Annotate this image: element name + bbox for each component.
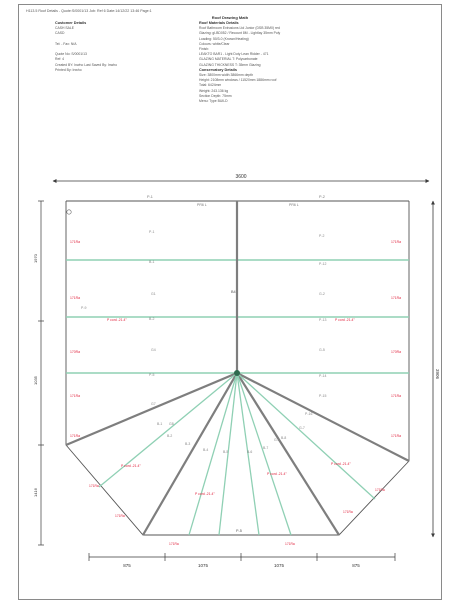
red-fan-note: P cord -21.4° bbox=[267, 472, 287, 476]
mid-label: G8 bbox=[169, 422, 174, 426]
ridge-label-right: P-2 bbox=[319, 195, 325, 199]
red-bottom-note: 171Ra bbox=[285, 542, 295, 546]
centre-label: B4 bbox=[231, 290, 236, 294]
red-fan-note: P cord -21.4° bbox=[331, 462, 351, 466]
fan-label: B-3 bbox=[185, 442, 190, 446]
red-note: 171Ra bbox=[70, 240, 80, 244]
bar-label: P-12 bbox=[319, 262, 326, 266]
bar-label: P-14 bbox=[319, 374, 326, 378]
ridge-sub-left: PR6 L bbox=[197, 203, 207, 207]
width-dimension-label: 3600 bbox=[235, 174, 246, 180]
bottom-dim-1: 875 bbox=[123, 563, 131, 568]
fan-label: B-6 bbox=[247, 450, 252, 454]
bar-label: B-2 bbox=[149, 317, 155, 321]
bottom-mark: P-5 bbox=[236, 529, 242, 533]
red-bottom-note: 171Ra bbox=[375, 488, 385, 492]
bar-label: P-16 bbox=[305, 412, 312, 416]
mid-label: G1 bbox=[151, 292, 156, 296]
red-fan-note: P cord -21.4° bbox=[121, 464, 141, 468]
hip-rafter bbox=[66, 373, 237, 445]
bottom-dim-3: 1075 bbox=[274, 563, 285, 568]
fan-glazing-bar bbox=[99, 373, 237, 487]
mid-label: G-9 bbox=[274, 438, 280, 442]
fan-label: B-2 bbox=[167, 434, 172, 438]
bar-label: P-1 bbox=[149, 230, 155, 234]
red-note: 171Ra bbox=[70, 394, 80, 398]
bar-label: B-1 bbox=[149, 260, 155, 264]
red-note: 171Ra bbox=[70, 434, 80, 438]
mid-label: G4 bbox=[151, 348, 156, 352]
roof-plan-drawing: 3600 3906 1970 1035 1416 875 1075 1075 8… bbox=[19, 5, 443, 601]
red-inner-note: P cord -21.4° bbox=[335, 318, 355, 322]
mid-label: G-7 bbox=[299, 426, 305, 430]
bottom-dim-4: 875 bbox=[352, 563, 360, 568]
bar-label: P-5 bbox=[149, 373, 155, 377]
bar-label: P-13 bbox=[319, 318, 326, 322]
mid-label: G-5 bbox=[319, 348, 325, 352]
left-dim-top: 1970 bbox=[33, 253, 38, 263]
bar-label: P-15 bbox=[319, 394, 326, 398]
red-bottom-note: 171Ra bbox=[343, 510, 353, 514]
fan-label: B-1 bbox=[157, 422, 162, 426]
fan-label: B-7 bbox=[263, 446, 268, 450]
fan-label: B-5 bbox=[223, 450, 228, 454]
fan-label: B-8 bbox=[281, 436, 286, 440]
bottom-dim-2: 1075 bbox=[198, 563, 209, 568]
red-note: 171Ra bbox=[70, 296, 80, 300]
hip-rafter bbox=[143, 373, 237, 535]
fan-glazing-bar bbox=[189, 373, 237, 535]
red-note: 171Ra bbox=[391, 296, 401, 300]
red-note: 171Ra bbox=[391, 394, 401, 398]
red-bottom-note: 171Ra bbox=[169, 542, 179, 546]
red-inner-note: P cord -21.4° bbox=[107, 318, 127, 322]
centre-hub bbox=[234, 370, 240, 376]
red-note: 171Ra bbox=[391, 240, 401, 244]
bar-label: P-2 bbox=[319, 234, 325, 238]
bar-label: P-9 bbox=[81, 306, 87, 310]
fan-label: B-4 bbox=[203, 448, 208, 452]
roof-details-sheet: H113.5 Roof Details - Quote:S/0001/13 Jo… bbox=[18, 4, 442, 600]
ridge-label-left: P-1 bbox=[147, 195, 153, 199]
red-fan-note: P cord -21.4° bbox=[195, 492, 215, 496]
ridge-sub-right: PR6 L bbox=[289, 203, 299, 207]
mid-label: G7 bbox=[151, 402, 156, 406]
red-note: 170Ra bbox=[391, 350, 401, 354]
red-note: 170Ra bbox=[70, 350, 80, 354]
depth-dimension-label: 3906 bbox=[435, 369, 440, 380]
fan-glazing-bar bbox=[237, 373, 259, 535]
red-note: 171Ra bbox=[391, 434, 401, 438]
corner-marker bbox=[67, 210, 71, 214]
red-bottom-note: 171Ra bbox=[89, 484, 99, 488]
left-dim-bottom: 1416 bbox=[33, 487, 38, 497]
left-dim-mid: 1035 bbox=[33, 375, 38, 385]
mid-label: G-2 bbox=[319, 292, 325, 296]
red-bottom-note: 171Ra bbox=[115, 514, 125, 518]
